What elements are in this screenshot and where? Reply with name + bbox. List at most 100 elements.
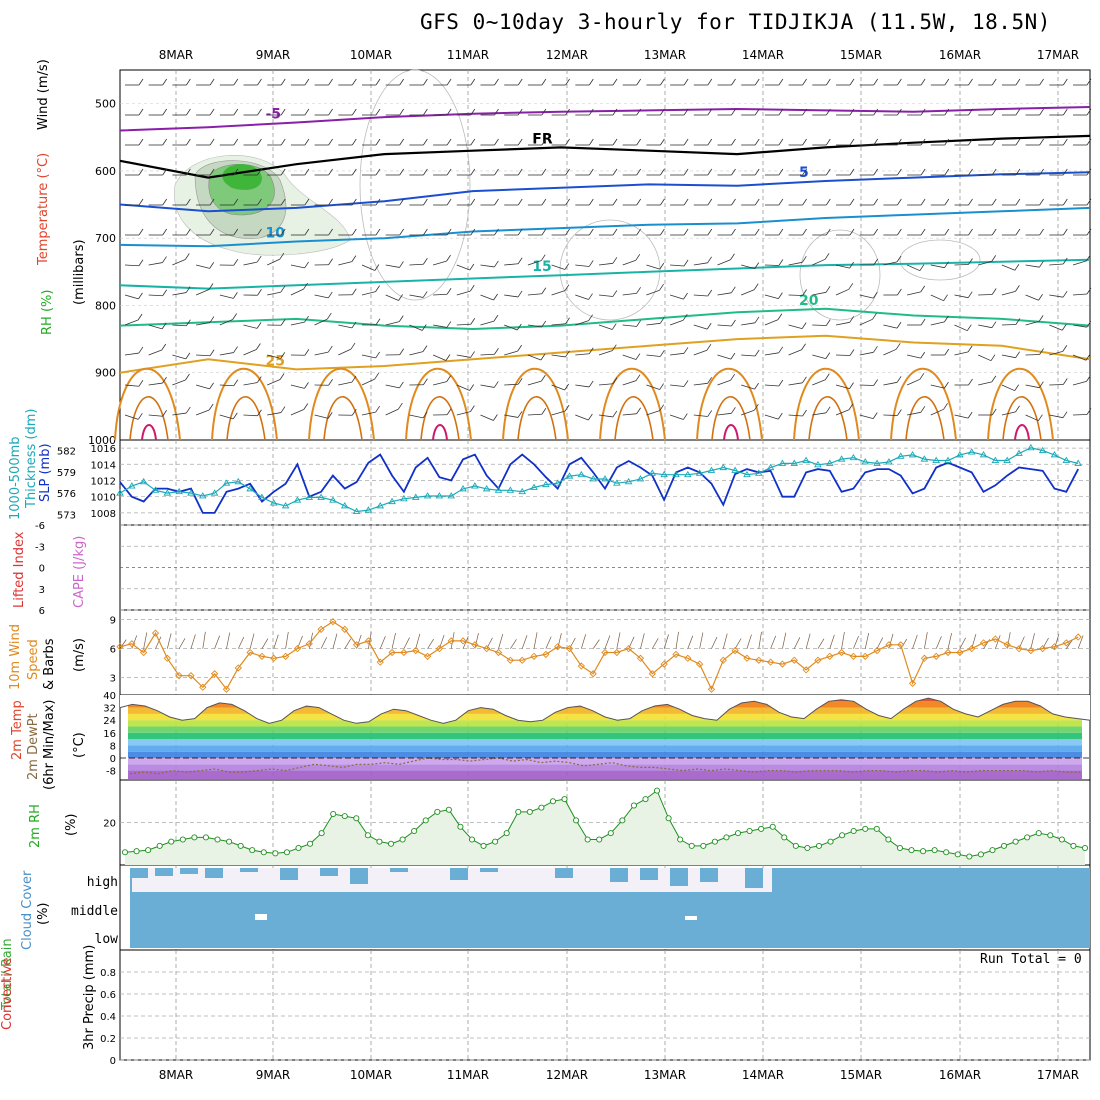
wind10m-point	[719, 656, 727, 664]
wind-barb-flag	[778, 228, 784, 236]
wind-barb	[267, 354, 281, 359]
wind-barb	[124, 414, 139, 420]
cloud-high-bar	[610, 868, 628, 882]
wind-barb	[575, 353, 590, 356]
wind-barb-flag	[612, 377, 618, 385]
thickness-point	[400, 494, 408, 502]
lifted-tick: -3	[35, 542, 45, 553]
wind-barb-flag	[257, 228, 262, 236]
wind-barb-flag	[469, 384, 475, 391]
wind-barb	[361, 264, 376, 271]
wind-barb	[172, 412, 187, 416]
wind-barb	[693, 349, 708, 356]
rh-point	[492, 838, 499, 845]
wind-barb-flag	[517, 411, 523, 418]
wind-barb-flag	[162, 168, 168, 176]
wind10m-point	[116, 643, 124, 651]
wind-barb	[148, 414, 163, 417]
rh-point	[376, 838, 383, 845]
wind-barb-flag	[849, 168, 855, 176]
wind10m-point	[1003, 641, 1011, 649]
wind-barb-flag	[328, 228, 333, 236]
wind-barb-flag	[303, 282, 308, 290]
rh-point	[885, 836, 892, 843]
wind-barb	[646, 264, 660, 270]
wind-barb	[385, 321, 400, 326]
ylabel-thickness-unit: Thickness (dm)	[24, 408, 39, 508]
wind10m-point	[388, 648, 396, 657]
surface-heating-contour	[905, 396, 945, 441]
wind-barb-flag	[683, 228, 689, 236]
wind-barb-flag	[565, 228, 570, 236]
isotherm-5	[119, 171, 1091, 213]
wind-barb-flag	[399, 78, 405, 86]
wind10m-barb	[935, 636, 942, 649]
panel-frame	[119, 439, 1091, 526]
wind-barb-flag	[303, 403, 309, 410]
wind-barb-flag	[683, 168, 689, 176]
wind-barb-flag	[470, 78, 476, 86]
wind10m-barb	[498, 633, 504, 649]
dewpoint-line	[129, 757, 1080, 775]
wind10m-barb	[829, 634, 835, 649]
wind-barb-flag	[778, 108, 784, 116]
wind-barb	[859, 318, 873, 326]
lifted-tick: 6	[39, 606, 45, 617]
wind-barb-flag	[944, 138, 950, 146]
wind10m-barb	[841, 632, 845, 649]
wind-barb	[456, 264, 471, 271]
wind-barb	[124, 352, 139, 356]
thickness-point	[707, 466, 716, 473]
rh-point	[573, 817, 580, 824]
wind-barb	[741, 289, 755, 296]
wind-barb-flag	[327, 345, 333, 353]
ylabel-convective: Convective	[0, 957, 15, 1030]
wind-barb-flag	[137, 413, 143, 420]
wind-barb-flag	[208, 403, 214, 411]
wind-barb-flag	[849, 78, 855, 86]
wind-barb	[196, 322, 210, 326]
thickness-point	[471, 482, 479, 489]
wind-barb	[1072, 380, 1087, 386]
thickness-point	[991, 456, 1000, 463]
cloud-gap-middle	[685, 916, 697, 920]
wind-barb	[1001, 384, 1015, 392]
wind-barb	[717, 412, 732, 416]
wind-barb-flag	[825, 168, 831, 176]
wind-barb	[338, 261, 352, 266]
wind-barb-flag	[707, 289, 713, 297]
wind-barb-flag	[1062, 257, 1068, 265]
wind10m-point	[731, 646, 739, 655]
wind-barb-flag	[706, 343, 712, 351]
wind-barb	[504, 383, 519, 386]
wind10m-point	[790, 656, 798, 664]
wind-barb-flag	[209, 78, 215, 86]
wind10m-barb	[249, 633, 255, 649]
wind-barb-flag	[612, 108, 618, 116]
wind10m-point	[802, 666, 810, 674]
hot-core-contour	[432, 424, 448, 441]
rh-point	[1058, 836, 1065, 843]
wind-barb-flag	[541, 198, 547, 206]
wind-barb	[243, 261, 258, 266]
wind-barb-flag	[731, 108, 736, 116]
wind-barb	[646, 322, 661, 326]
wind-barb-flag	[1086, 228, 1092, 236]
wind-barb	[930, 321, 945, 326]
wind-barb	[575, 294, 589, 300]
surface-heating-contour	[129, 396, 169, 441]
wind-barb-flag	[398, 294, 403, 301]
wind-barb	[670, 384, 685, 387]
wind-barb	[314, 351, 329, 356]
wind-barb-flag	[707, 168, 713, 176]
wind10m-barb	[237, 636, 245, 649]
wind-barb	[124, 294, 139, 300]
slp-tick: 1012	[91, 476, 116, 487]
wind-barb	[812, 291, 827, 296]
wind-barb	[267, 412, 282, 416]
wind-barb-flag	[991, 138, 997, 146]
wind-barb	[646, 354, 661, 357]
wind-barb-flag	[1062, 228, 1068, 236]
date-label-bottom: 12MAR	[545, 1068, 589, 1082]
wind-barb-flag	[422, 291, 428, 298]
